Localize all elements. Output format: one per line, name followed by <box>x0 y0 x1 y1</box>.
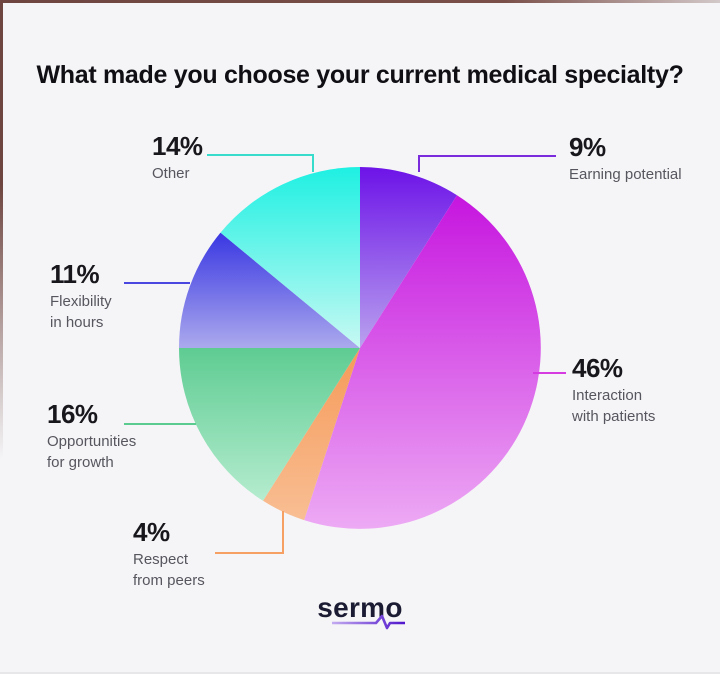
callout-interaction-with-patients: 46% Interaction with patients <box>572 355 655 428</box>
callout-interaction-percent: 46% <box>572 353 623 383</box>
callout-growth-percent: 16% <box>47 399 98 429</box>
callout-other: 14% Other <box>152 133 203 184</box>
brand-logo-text: sermo <box>317 592 403 623</box>
pie-slice-opportunities-for-growth <box>179 348 360 501</box>
callout-respect-label: Respect from peers <box>133 551 205 590</box>
pie-slice-other <box>220 167 360 348</box>
chart-title: What made you choose your current medica… <box>36 60 684 89</box>
callout-interaction-label: Interaction with patients <box>572 387 656 426</box>
leader-line-other <box>207 154 314 172</box>
callout-flexibility-label: Flexibility in hours <box>50 293 112 332</box>
brand-pulse-icon <box>332 614 406 630</box>
leader-line-respect-from-peers <box>215 511 284 554</box>
pie-slice-respect-from-peers <box>263 348 360 521</box>
callout-earning-potential: 9% Earning potential <box>569 134 682 185</box>
callout-flexibility-percent: 11% <box>50 259 100 289</box>
leader-line-earning-potential <box>418 155 556 172</box>
callout-respect-from-peers: 4% Respect from peers <box>133 519 205 592</box>
callout-flexibility-in-hours: 11% Flexibility in hours <box>50 261 112 334</box>
callout-opportunities-for-growth: 16% Opportunities for growth <box>47 401 136 474</box>
callout-respect-percent: 4% <box>133 517 170 547</box>
callout-earning-percent: 9% <box>569 132 606 162</box>
pie-slice-interaction-with-patients <box>304 195 541 529</box>
callout-other-percent: 14% <box>152 131 203 161</box>
callout-earning-label: Earning potential <box>569 166 682 183</box>
pie-slice-earning-potential <box>360 167 457 348</box>
callout-growth-label: Opportunities for growth <box>47 433 137 472</box>
callout-other-label: Other <box>152 165 190 182</box>
pie-slice-flexibility-in-hours <box>178 232 360 348</box>
brand-logo: sermo <box>0 592 720 630</box>
